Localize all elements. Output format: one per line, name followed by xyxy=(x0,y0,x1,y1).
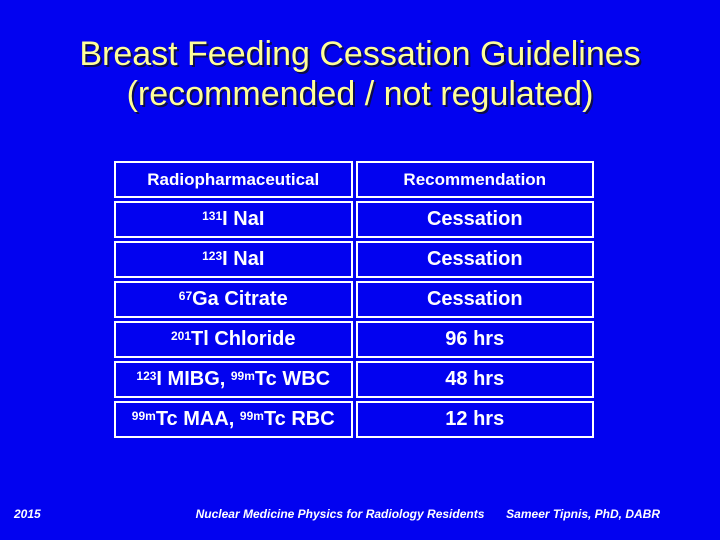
isotope-superscript: 99m xyxy=(230,368,255,383)
radiopharmaceutical-cell: 99mTc MAA, 99mTc RBC xyxy=(114,401,353,438)
table-row: 123I NaI Cessation xyxy=(114,241,594,278)
table-row: 99mTc MAA, 99mTc RBC 12 hrs xyxy=(114,401,594,438)
column-header-recommendation: Recommendation xyxy=(355,161,594,198)
radiopharmaceutical-cell: 131I NaI xyxy=(114,201,353,238)
isotope-superscript: 99m xyxy=(131,408,156,423)
slide-title-line1: Breast Feeding Cessation Guidelines xyxy=(79,35,641,73)
footer-author: Sameer Tipnis, PhD, DABR xyxy=(506,507,660,521)
footer-year: 2015 xyxy=(14,507,41,521)
isotope-superscript: 201 xyxy=(171,328,192,343)
isotope-superscript: 123 xyxy=(202,248,223,263)
radiopharmaceutical-cell: 123I MIBG, 99mTc WBC xyxy=(114,361,353,398)
recommendation-cell: Cessation xyxy=(355,201,594,238)
table-row: 131I NaI Cessation xyxy=(114,201,594,238)
table-header-row: Radiopharmaceutical Recommendation xyxy=(114,161,594,198)
column-header-radiopharmaceutical: Radiopharmaceutical xyxy=(114,161,353,198)
isotope-superscript: 99m xyxy=(239,408,264,423)
guidelines-table: Radiopharmaceutical Recommendation 131I … xyxy=(111,158,597,441)
table-body: 131I NaI Cessation 123I NaI Cessation 67Ga C… xyxy=(114,201,594,438)
table-row: 201Tl Chloride 96 hrs xyxy=(114,321,594,358)
recommendation-cell: Cessation xyxy=(355,241,594,278)
slide-title: Breast Feeding Cessation Guidelines (rec… xyxy=(0,34,720,114)
recommendation-cell: Cessation xyxy=(355,281,594,318)
table-row: 123I MIBG, 99mTc WBC 48 hrs xyxy=(114,361,594,398)
slide-title-line2: (recommended / not regulated) xyxy=(126,75,594,113)
radiopharmaceutical-cell: 67Ga Citrate xyxy=(114,281,353,318)
footer-course-title: Nuclear Medicine Physics for Radiology R… xyxy=(195,507,485,521)
radiopharmaceutical-cell: 123I NaI xyxy=(114,241,353,278)
table-row: 67Ga Citrate Cessation xyxy=(114,281,594,318)
recommendation-cell: 12 hrs xyxy=(355,401,594,438)
footer: 2015 Nuclear Medicine Physics for Radiol… xyxy=(0,505,720,525)
isotope-superscript: 123 xyxy=(136,368,157,383)
recommendation-cell: 48 hrs xyxy=(355,361,594,398)
radiopharmaceutical-cell: 201Tl Chloride xyxy=(114,321,353,358)
isotope-superscript: 67 xyxy=(178,288,193,303)
recommendation-cell: 96 hrs xyxy=(355,321,594,358)
isotope-superscript: 131 xyxy=(202,208,223,223)
